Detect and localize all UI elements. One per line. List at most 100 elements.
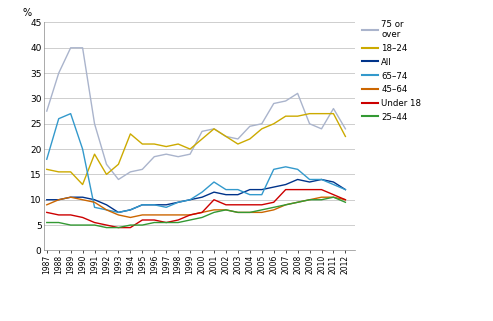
18–24 <box>56 170 62 174</box>
Legend: 75 or
over, 18–24, All, 65–74, 45–64, Under 18, 25–44: 75 or over, 18–24, All, 65–74, 45–64, Un… <box>362 20 422 122</box>
25–44 <box>211 211 217 214</box>
65–74 <box>259 193 265 196</box>
25–44 <box>247 211 253 214</box>
Under 18 <box>199 211 205 214</box>
18–24 <box>163 145 169 149</box>
25–44 <box>80 223 86 227</box>
Under 18 <box>259 203 265 207</box>
Under 18 <box>68 213 73 217</box>
Under 18 <box>44 211 50 214</box>
All <box>295 178 301 181</box>
Under 18 <box>104 223 109 227</box>
65–74 <box>127 208 133 212</box>
18–24 <box>282 114 288 118</box>
18–24 <box>175 142 181 146</box>
All <box>163 203 169 207</box>
65–74 <box>330 183 336 187</box>
75 or
over <box>56 71 62 75</box>
18–24 <box>127 132 133 136</box>
25–44 <box>151 221 157 224</box>
Under 18 <box>271 200 277 204</box>
65–74 <box>223 188 229 192</box>
18–24 <box>211 127 217 131</box>
65–74 <box>307 178 313 181</box>
Under 18 <box>318 188 324 192</box>
75 or
over <box>223 134 229 138</box>
45–64 <box>127 215 133 219</box>
All <box>247 188 253 192</box>
All <box>175 200 181 204</box>
65–74 <box>151 203 157 207</box>
65–74 <box>115 211 121 214</box>
All <box>211 190 217 194</box>
25–44 <box>44 221 50 224</box>
Under 18 <box>330 193 336 196</box>
25–44 <box>307 198 313 202</box>
18–24 <box>68 170 73 174</box>
65–74 <box>271 168 277 171</box>
65–74 <box>199 190 205 194</box>
45–64 <box>259 211 265 214</box>
25–44 <box>343 200 349 204</box>
75 or
over <box>199 129 205 133</box>
Line: 65–74: 65–74 <box>47 114 346 213</box>
25–44 <box>199 215 205 219</box>
25–44 <box>271 205 277 209</box>
65–74 <box>56 117 62 121</box>
18–24 <box>318 112 324 116</box>
75 or
over <box>318 127 324 131</box>
65–74 <box>140 203 145 207</box>
18–24 <box>115 162 121 166</box>
65–74 <box>343 188 349 192</box>
75 or
over <box>235 137 241 141</box>
Line: 25–44: 25–44 <box>47 197 346 228</box>
25–44 <box>127 223 133 227</box>
25–44 <box>92 223 98 227</box>
75 or
over <box>330 107 336 110</box>
25–44 <box>330 195 336 199</box>
Under 18 <box>187 213 193 217</box>
45–64 <box>92 200 98 204</box>
75 or
over <box>80 46 86 50</box>
Line: 45–64: 45–64 <box>47 197 346 217</box>
Under 18 <box>127 226 133 230</box>
25–44 <box>295 200 301 204</box>
25–44 <box>259 208 265 212</box>
Line: Under 18: Under 18 <box>47 190 346 228</box>
All <box>140 203 145 207</box>
18–24 <box>271 122 277 126</box>
65–74 <box>187 198 193 202</box>
25–44 <box>163 221 169 224</box>
Under 18 <box>282 188 288 192</box>
Under 18 <box>295 188 301 192</box>
All <box>56 198 62 202</box>
18–24 <box>247 137 253 141</box>
Under 18 <box>343 198 349 202</box>
45–64 <box>140 213 145 217</box>
75 or
over <box>307 122 313 126</box>
Under 18 <box>247 203 253 207</box>
25–44 <box>235 211 241 214</box>
75 or
over <box>104 162 109 166</box>
18–24 <box>199 137 205 141</box>
75 or
over <box>163 152 169 156</box>
45–64 <box>247 211 253 214</box>
18–24 <box>187 147 193 151</box>
75 or
over <box>140 168 145 171</box>
All <box>282 183 288 187</box>
18–24 <box>104 172 109 176</box>
75 or
over <box>282 99 288 103</box>
Under 18 <box>223 203 229 207</box>
All <box>318 178 324 181</box>
45–64 <box>318 195 324 199</box>
18–24 <box>295 114 301 118</box>
18–24 <box>44 168 50 171</box>
Under 18 <box>92 221 98 224</box>
Under 18 <box>56 213 62 217</box>
45–64 <box>223 208 229 212</box>
18–24 <box>259 127 265 131</box>
All <box>223 193 229 196</box>
45–64 <box>104 208 109 212</box>
65–74 <box>318 178 324 181</box>
25–44 <box>56 221 62 224</box>
